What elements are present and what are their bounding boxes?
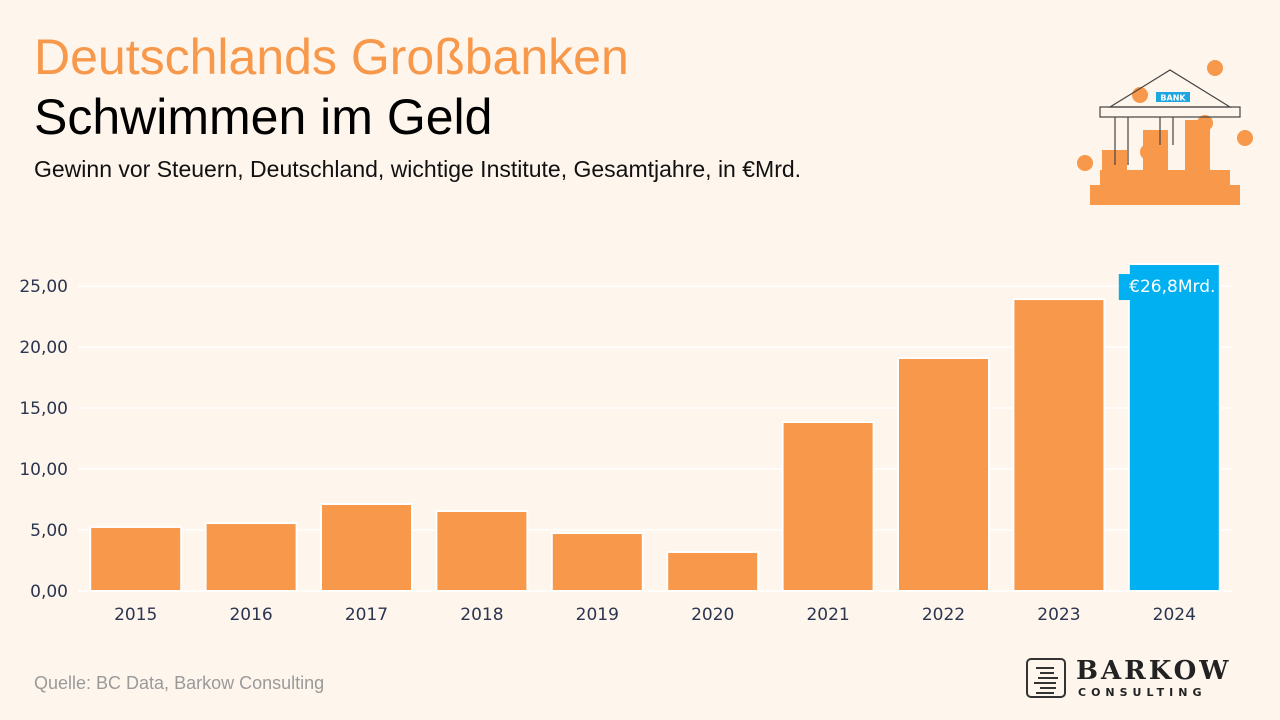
bar-chart: 0,00 5,00 10,00 15,00 20,00 25,00 2015 2016 2017…	[19, 263, 1232, 625]
barkow-logo: BARKOW CONSULTING	[1026, 656, 1246, 704]
y-tick-label: 0,00	[30, 582, 68, 602]
source-note: Quelle: BC Data, Barkow Consulting	[34, 673, 325, 693]
bar	[550, 532, 644, 592]
x-tick-label: 2022	[922, 605, 965, 625]
logo-subtitle: CONSULTING	[1078, 686, 1207, 699]
x-tick-label: 2020	[691, 605, 734, 625]
y-tick-label: 15,00	[19, 399, 68, 419]
y-tick-label: 10,00	[19, 460, 68, 480]
x-tick-label: 2016	[229, 605, 272, 625]
x-tick-label: 2015	[114, 605, 157, 625]
bar	[781, 421, 875, 592]
x-tick-label: 2024	[1153, 605, 1196, 625]
bar	[320, 503, 413, 593]
logo-name: BARKOW	[1076, 656, 1232, 686]
bar	[666, 550, 760, 592]
data-label-bg	[1118, 274, 1133, 301]
x-tick-label: 2018	[460, 605, 503, 625]
x-tick-label: 2017	[345, 605, 388, 625]
chart-title: Deutschlands Großbanken	[34, 29, 629, 85]
bar	[89, 525, 183, 593]
data-label: €26,8Mrd.	[1129, 277, 1215, 297]
bar	[435, 509, 529, 592]
bar	[1127, 263, 1221, 592]
logo-mark-icon	[1026, 658, 1066, 698]
x-tick-label: 2023	[1037, 605, 1080, 625]
bank-sign: BANK	[1160, 94, 1186, 103]
bank-with-coins-icon: BANK	[1077, 60, 1253, 205]
y-tick-label: 20,00	[19, 338, 68, 358]
bar	[897, 356, 990, 593]
bar	[204, 522, 298, 592]
chart-subtitle: Schwimmen im Geld	[34, 89, 493, 145]
y-tick-label: 5,00	[30, 521, 68, 541]
y-tick-label: 25,00	[19, 277, 68, 297]
x-tick-label: 2019	[576, 605, 619, 625]
chart-description: Gewinn vor Steuern, Deutschland, wichtig…	[34, 156, 802, 182]
x-tick-label: 2021	[806, 605, 849, 625]
bar	[1012, 298, 1106, 593]
